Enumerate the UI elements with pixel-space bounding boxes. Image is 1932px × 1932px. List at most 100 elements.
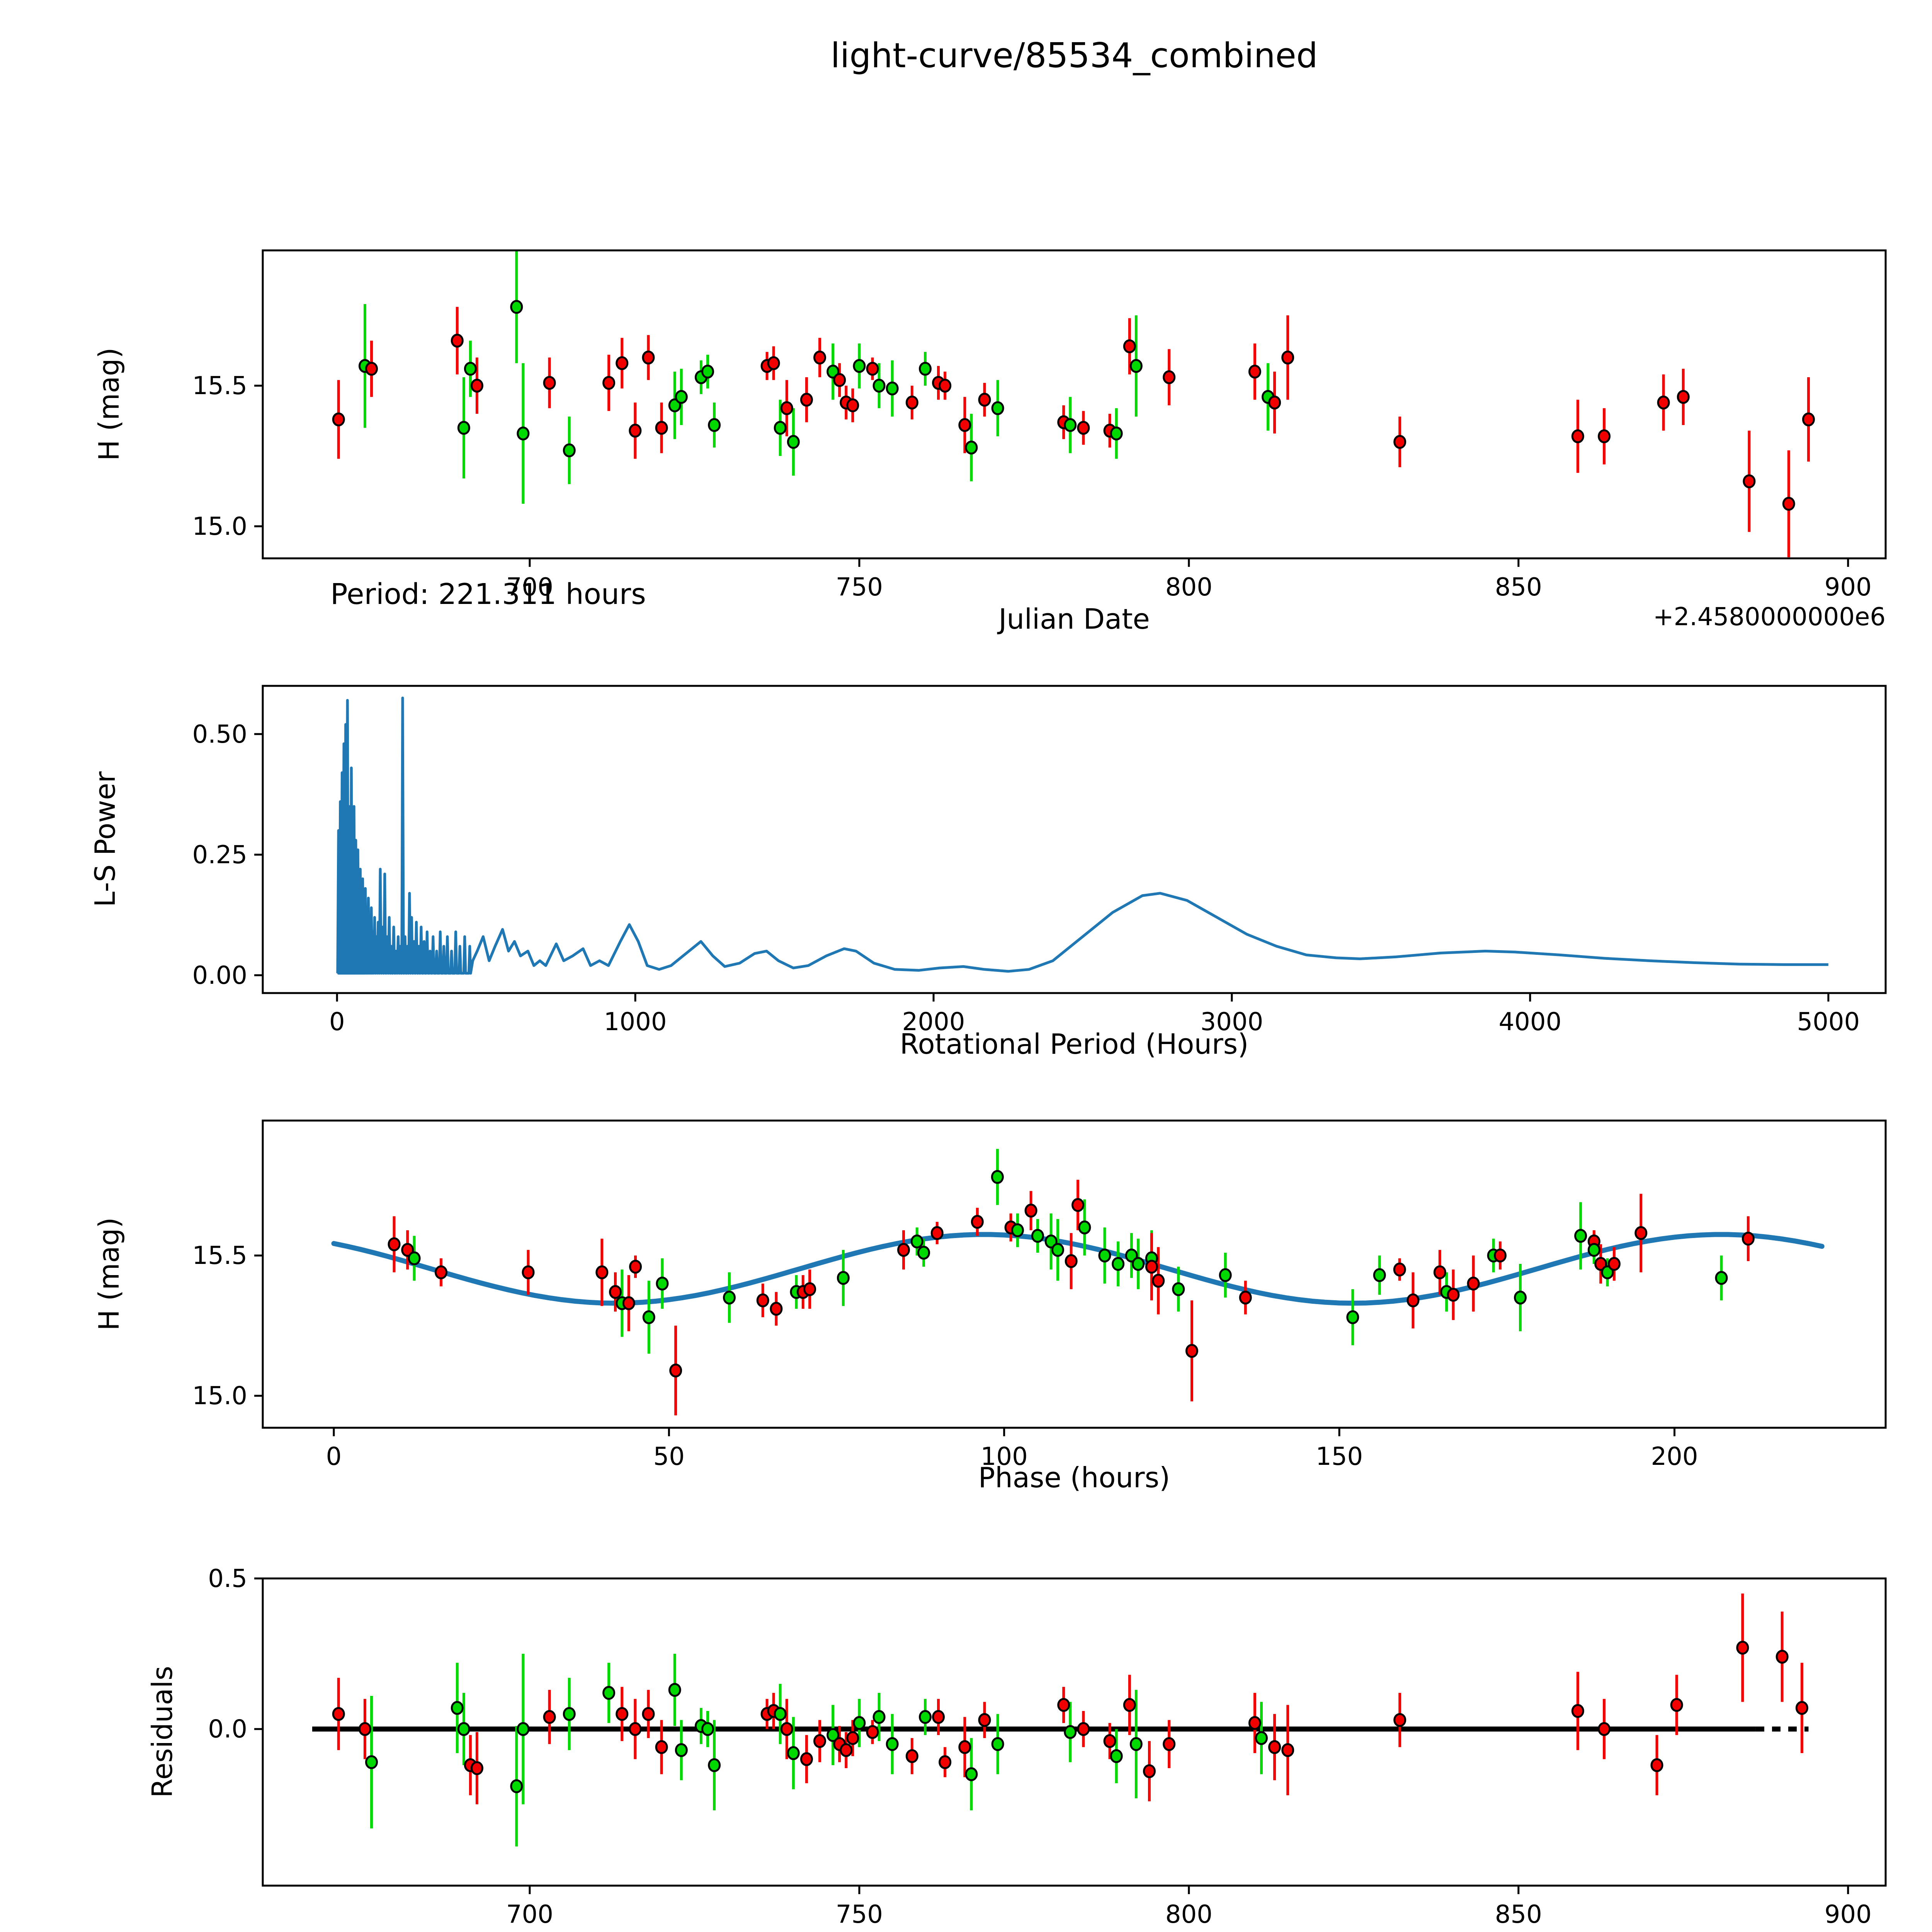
data-point [1447,1287,1460,1302]
data-point [332,1707,345,1721]
x-tick-label: 750 [836,1900,883,1929]
x-tick-label: 3000 [1201,1008,1264,1036]
data-point [840,1743,853,1757]
panel-4-data [312,1593,1809,1847]
data-point [464,362,477,376]
data-point [958,1740,971,1754]
data-point [656,1276,669,1291]
data-point [1163,1737,1176,1751]
data-point [655,421,668,435]
data-point [827,1728,840,1742]
data-point [872,379,886,393]
data-point [470,379,483,393]
data-point [774,421,787,435]
model-fit-curve [331,1232,1825,1306]
data-point [1078,1220,1091,1235]
data-point [1123,1698,1136,1712]
data-point [1112,1257,1125,1271]
x-tick-label: 4000 [1498,1008,1561,1036]
x-tick-label: 900 [1825,1900,1872,1929]
data-point [1077,1722,1090,1736]
data-point [918,362,932,376]
data-point [1064,418,1077,432]
panel-3: 0 50 100 150 200 15.0 15.5 [192,1119,1887,1471]
data-point [1051,1243,1064,1257]
panel3-ylabel: H (mag) [93,1217,125,1331]
data-point [1024,1204,1037,1218]
data-point [701,1722,714,1736]
data-point [510,300,523,314]
data-point [451,1701,464,1715]
x-tick-label: 700 [506,573,553,602]
data-point [991,401,1004,415]
data-point [965,1767,978,1781]
y-tick-label: 15.5 [192,1242,248,1270]
data-point [602,376,616,390]
data-point [675,1743,688,1757]
data-point [767,356,780,370]
axes-spines [262,1119,1887,1429]
data-point [780,401,793,415]
data-point [708,1758,721,1772]
data-point [642,1310,655,1324]
data-point [978,393,991,407]
panel-1: 700 750 800 850 900 15.0 15.5 [192,249,1887,602]
data-point [1715,1271,1728,1285]
data-point [1742,1231,1755,1246]
data-point [866,1725,879,1739]
data-point [609,1285,622,1299]
data-point [846,398,859,413]
data-point [1129,1737,1143,1751]
data-point [1145,1260,1158,1274]
data-point [1467,1276,1480,1291]
data-point [1677,390,1690,404]
x-tick-label: 5000 [1797,1008,1860,1036]
data-point [563,1707,576,1721]
data-point [1802,412,1815,427]
panel1-xlabel: Julian Date [998,603,1150,635]
data-point [780,1722,793,1736]
data-point [543,1710,556,1724]
panel-2: 0 1000 2000 3000 4000 5000 0.00 0.25 0.50 [192,685,1887,1036]
data-point [1255,1731,1268,1745]
data-point [1574,1229,1587,1243]
data-point [918,1710,932,1724]
x-tick-label: 50 [653,1442,685,1471]
data-point [1598,1722,1611,1736]
period-annotation: Period: 221.311 hours [330,578,646,611]
data-point [1239,1291,1252,1305]
data-point [470,1761,483,1776]
data-point [837,1271,850,1285]
panel1-x-offset-text: +2.4580000000e6 [1653,603,1886,631]
data-point [517,426,530,440]
data-point [991,1170,1004,1184]
data-point [800,393,813,407]
panel3-xlabel: Phase (hours) [978,1461,1170,1494]
data-point [965,440,978,455]
data-point [622,1296,635,1310]
x-tick-label: 800 [1165,1900,1213,1929]
data-point [1743,474,1756,488]
x-tick-label: 0 [326,1442,342,1471]
data-point [978,1713,991,1727]
data-point [1057,1698,1070,1712]
data-point [1571,429,1584,444]
panel1-ylabel: H (mag) [93,347,125,461]
data-point [1406,1293,1420,1308]
data-point [1393,1262,1406,1277]
data-point [1129,359,1143,373]
data-point [846,1731,859,1745]
data-point [991,1737,1004,1751]
data-point [1346,1310,1359,1324]
data-point [866,362,879,376]
data-point [457,421,470,435]
x-tick-label: 700 [506,1900,553,1929]
data-point [451,333,464,348]
data-point [1248,1716,1261,1730]
data-point [1268,395,1281,410]
x-tick-label: 0 [329,1008,345,1036]
data-point [905,395,918,410]
data-point [774,1707,787,1721]
